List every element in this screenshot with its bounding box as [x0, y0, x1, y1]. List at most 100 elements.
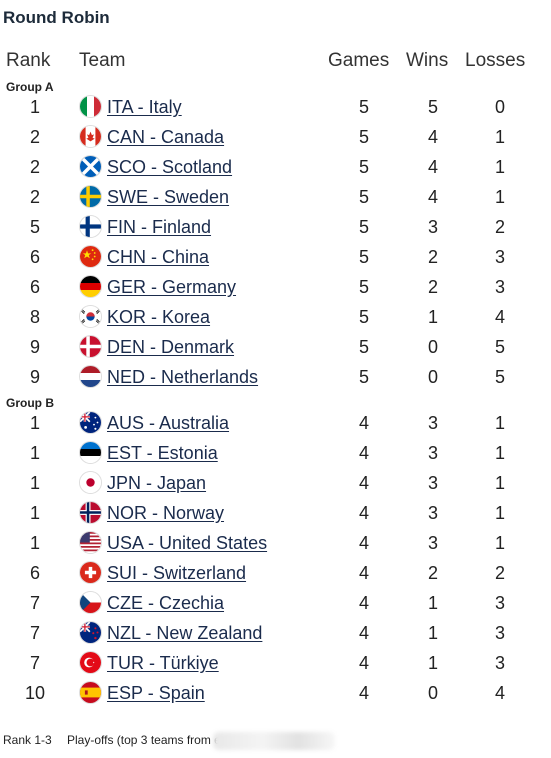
games-cell: 4 [358, 443, 369, 463]
team-link[interactable]: DEN - Denmark [107, 337, 235, 357]
wins-cell: 2 [427, 247, 438, 267]
flag-it-icon [79, 95, 102, 118]
losses-cell: 1 [494, 157, 505, 177]
table-row: 1 AUS - Australia 4 3 1 [0, 409, 551, 439]
footer-note: Play-offs (top 3 teams from e [67, 733, 221, 747]
losses-cell: 3 [494, 247, 505, 267]
losses-cell: 3 [494, 653, 505, 673]
flag-us-icon [79, 531, 102, 554]
wins-cell: 1 [427, 623, 438, 643]
team-link[interactable]: JPN - Japan [107, 473, 207, 493]
losses-cell: 1 [494, 443, 505, 463]
games-cell: 5 [358, 157, 369, 177]
team-link[interactable]: SWE - Sweden [107, 187, 230, 207]
flag-kr-icon [79, 305, 102, 328]
wins-cell: 4 [427, 157, 438, 177]
team-link[interactable]: CZE - Czechia [107, 593, 225, 613]
wins-cell: 3 [427, 413, 438, 433]
games-cell: 5 [358, 307, 369, 327]
header-wins: Wins [406, 50, 449, 71]
team-link[interactable]: EST - Estonia [107, 443, 218, 463]
table-row: 1 USA - United States 4 3 1 [0, 529, 551, 559]
team-link[interactable]: FIN - Finland [107, 217, 212, 237]
flag-nl-icon [79, 365, 102, 388]
games-cell: 4 [358, 653, 369, 673]
header-team: Team [79, 50, 126, 71]
page-title: Round Robin [3, 8, 110, 27]
team-link[interactable]: CAN - Canada [107, 127, 225, 147]
table-row: 7 NZL - New Zealand 4 1 3 [0, 619, 551, 649]
rank-cell: 9 [29, 367, 40, 387]
rank-cell: 6 [29, 277, 40, 297]
losses-cell: 4 [494, 683, 505, 703]
losses-cell: 3 [494, 277, 505, 297]
team-link[interactable]: GER - Germany [107, 277, 237, 297]
team-link[interactable]: AUS - Australia [107, 413, 230, 433]
wins-cell: 1 [427, 593, 438, 613]
flag-ca-icon [79, 125, 102, 148]
table-row: 1 JPN - Japan 4 3 1 [0, 469, 551, 499]
team-link[interactable]: KOR - Korea [107, 307, 211, 327]
wins-cell: 2 [427, 277, 438, 297]
losses-cell: 1 [494, 503, 505, 523]
team-link[interactable]: ITA - Italy [107, 97, 182, 117]
flag-dk-icon [79, 335, 102, 358]
wins-cell: 3 [427, 503, 438, 523]
team-link[interactable]: SUI - Switzerland [107, 563, 247, 583]
wins-cell: 5 [427, 97, 438, 117]
rank-cell: 1 [29, 533, 40, 553]
table-row: 9 DEN - Denmark 5 0 5 [0, 333, 551, 363]
games-cell: 4 [358, 593, 369, 613]
wins-cell: 3 [427, 443, 438, 463]
wins-cell: 4 [427, 187, 438, 207]
team-link[interactable]: ESP - Spain [107, 683, 205, 703]
team-link[interactable]: NOR - Norway [107, 503, 225, 523]
flag-ch-icon [79, 561, 102, 584]
losses-cell: 4 [494, 307, 505, 327]
rank-cell: 2 [29, 157, 40, 177]
wins-cell: 0 [427, 367, 438, 387]
games-cell: 5 [358, 187, 369, 207]
games-cell: 4 [358, 563, 369, 583]
team-link[interactable]: USA - United States [107, 533, 268, 553]
team-link[interactable]: NZL - New Zealand [107, 623, 263, 643]
losses-cell: 1 [494, 473, 505, 493]
rank-cell: 2 [29, 187, 40, 207]
group-label: Group A [6, 80, 54, 94]
rank-cell: 5 [29, 217, 40, 237]
wins-cell: 0 [427, 683, 438, 703]
flag-au-icon [79, 411, 102, 434]
games-cell: 4 [358, 413, 369, 433]
footer-rank-label: Rank 1-3 [3, 733, 52, 747]
losses-cell: 5 [494, 367, 505, 387]
rank-cell: 1 [29, 443, 40, 463]
losses-cell: 0 [494, 97, 505, 117]
table-row: 9 NED - Netherlands 5 0 5 [0, 363, 551, 393]
flag-cz-icon [79, 591, 102, 614]
rank-cell: 1 [29, 503, 40, 523]
rank-cell: 9 [29, 337, 40, 357]
table-row: 1 ITA - Italy 5 5 0 [0, 93, 551, 123]
rank-cell: 7 [29, 653, 40, 673]
wins-cell: 0 [427, 337, 438, 357]
table-row: 7 TUR - Türkiye 4 1 3 [0, 649, 551, 679]
rank-cell: 8 [29, 307, 40, 327]
wins-cell: 3 [427, 533, 438, 553]
team-link[interactable]: TUR - Türkiye [107, 653, 219, 673]
flag-jp-icon [79, 471, 102, 494]
wins-cell: 4 [427, 127, 438, 147]
losses-cell: 5 [494, 337, 505, 357]
flag-nz-icon [79, 621, 102, 644]
wins-cell: 2 [427, 563, 438, 583]
team-link[interactable]: SCO - Scotland [107, 157, 233, 177]
losses-cell: 1 [494, 187, 505, 207]
table-row: 2 SWE - Sweden 5 4 1 [0, 183, 551, 213]
losses-cell: 3 [494, 623, 505, 643]
team-link[interactable]: CHN - China [107, 247, 210, 267]
rank-cell: 6 [29, 247, 40, 267]
wins-cell: 3 [427, 473, 438, 493]
team-link[interactable]: NED - Netherlands [107, 367, 259, 387]
rank-cell: 1 [29, 97, 40, 117]
table-row: 2 CAN - Canada 5 4 1 [0, 123, 551, 153]
flag-ee-icon [79, 441, 102, 464]
